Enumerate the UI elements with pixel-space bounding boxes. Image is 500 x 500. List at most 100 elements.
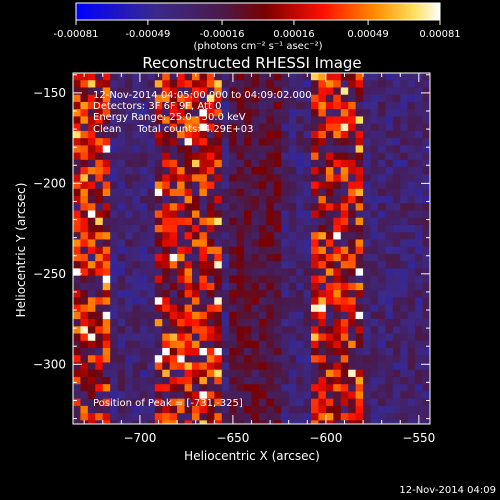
heatmap-cell: [169, 73, 178, 81]
heatmap-cell: [229, 181, 238, 190]
heatmap-cell: [192, 152, 201, 161]
heatmap-cell: [318, 246, 327, 255]
heatmap-cell: [325, 304, 334, 313]
heatmap-cell: [400, 73, 409, 81]
heatmap-cell: [288, 145, 297, 154]
heatmap-cell: [318, 116, 327, 125]
heatmap-cell: [273, 319, 282, 327]
heatmap-cell: [296, 333, 305, 342]
heatmap-cell: [288, 210, 297, 219]
heatmap-cell: [102, 116, 111, 125]
heatmap-cell: [199, 369, 208, 378]
heatmap-cell: [415, 333, 424, 342]
heatmap-cell: [244, 246, 253, 255]
heatmap-cell: [80, 297, 89, 306]
heatmap-cell: [102, 253, 111, 262]
heatmap-cell: [169, 376, 178, 385]
heatmap-cell: [385, 398, 394, 407]
heatmap-cell: [258, 333, 267, 342]
heatmap-cell: [221, 304, 230, 313]
heatmap-cell: [333, 362, 342, 371]
heatmap-cell: [102, 239, 111, 248]
heatmap-cell: [325, 152, 334, 161]
heatmap-cell: [303, 80, 312, 89]
heatmap-cell: [273, 246, 282, 255]
heatmap-cell: [80, 167, 89, 175]
heatmap-cell: [132, 145, 141, 154]
heatmap-cell: [333, 420, 342, 424]
heatmap-cell: [385, 376, 394, 385]
heatmap-cell: [214, 311, 223, 320]
heatmap-cell: [325, 94, 334, 103]
heatmap-cell: [236, 376, 245, 385]
heatmap-cell: [333, 87, 342, 96]
heatmap-cell: [80, 181, 89, 190]
heatmap-cell: [229, 196, 238, 204]
heatmap-cell: [311, 290, 320, 298]
heatmap-cell: [102, 167, 111, 175]
heatmap-cell: [154, 217, 163, 226]
heatmap-cell: [132, 224, 141, 233]
heatmap-cell: [154, 188, 163, 197]
heatmap-cell: [258, 232, 267, 241]
heatmap-cell: [184, 210, 193, 219]
heatmap-cell: [169, 123, 178, 132]
heatmap-cell: [139, 246, 148, 255]
heatmap-cell: [132, 101, 141, 110]
heatmap-cell: [125, 109, 134, 118]
x-axis-label: Heliocentric X (arcsec): [184, 449, 320, 463]
heatmap-cell: [147, 420, 156, 424]
heatmap-cell: [199, 319, 208, 327]
heatmap-cell: [281, 420, 290, 424]
heatmap-cell: [273, 80, 282, 89]
heatmap-cell: [325, 109, 334, 118]
heatmap-cell: [206, 333, 215, 342]
colorbar-tick-label: 0.00049: [347, 29, 388, 40]
heatmap-cell: [258, 384, 267, 393]
heatmap-cell: [192, 174, 201, 183]
heatmap-cell: [229, 130, 238, 139]
heatmap-cell: [311, 369, 320, 378]
heatmap-cell: [422, 109, 430, 118]
heatmap-cell: [229, 326, 238, 335]
heatmap-cell: [221, 224, 230, 233]
heatmap-cell: [199, 101, 208, 110]
heatmap-cell: [385, 217, 394, 226]
heatmap-cell: [363, 290, 372, 298]
heatmap-cell: [244, 217, 253, 226]
heatmap-cell: [80, 405, 89, 414]
heatmap-cell: [415, 196, 424, 204]
heatmap-cell: [415, 304, 424, 313]
heatmap-cell: [95, 174, 104, 183]
heatmap-cell: [400, 420, 409, 424]
colorbar-tick-label: -0.00016: [200, 29, 245, 40]
heatmap-cell: [95, 188, 104, 197]
heatmap-cell: [377, 196, 386, 204]
heatmap-cell: [110, 94, 119, 103]
heatmap-cell: [80, 188, 89, 197]
heatmap-cell: [221, 174, 230, 183]
heatmap-cell: [73, 253, 82, 262]
heatmap-cell: [363, 319, 372, 327]
heatmap-cell: [318, 282, 327, 291]
heatmap-cell: [325, 73, 334, 81]
heatmap-cell: [288, 188, 297, 197]
heatmap-cell: [162, 73, 171, 81]
heatmap-cell: [147, 348, 156, 356]
axis-ticks: [73, 73, 430, 424]
heatmap-cell: [147, 333, 156, 342]
heatmap-cell: [206, 138, 215, 146]
heatmap-cell: [147, 311, 156, 320]
heatmap-cell: [392, 369, 401, 378]
heatmap-cell: [407, 80, 416, 89]
heatmap-cell: [177, 116, 186, 125]
heatmap-cell: [177, 420, 186, 424]
heatmap-cell: [348, 130, 357, 139]
heatmap-cell: [244, 188, 253, 197]
heatmap-cell: [177, 311, 186, 320]
heatmap-cell: [288, 130, 297, 139]
heatmap-cell: [110, 304, 119, 313]
heatmap-cell: [288, 282, 297, 291]
heatmap-cell: [95, 145, 104, 154]
heatmap-cell: [258, 391, 267, 400]
